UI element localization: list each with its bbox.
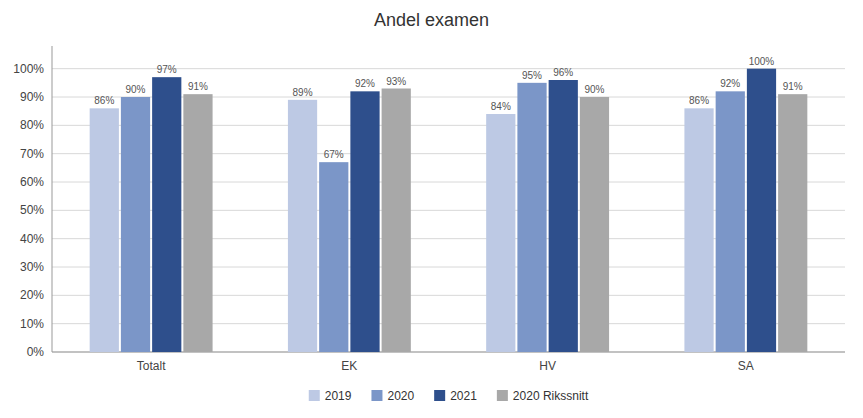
legend-label: 2020: [387, 389, 414, 403]
y-tick-label: 60%: [20, 175, 44, 189]
data-label: 95%: [522, 70, 542, 81]
y-tick-label: 90%: [20, 90, 44, 104]
data-label: 84%: [491, 101, 511, 112]
y-tick-label: 10%: [20, 317, 44, 331]
y-tick-label: 50%: [20, 203, 44, 217]
bar: [778, 94, 807, 352]
bar: [319, 162, 348, 352]
bar: [716, 91, 745, 352]
y-tick-label: 30%: [20, 260, 44, 274]
bar: [580, 97, 609, 352]
data-label: 90%: [126, 84, 146, 95]
bar: [288, 100, 317, 352]
data-label: 96%: [553, 67, 573, 78]
x-tick-label: Totalt: [137, 359, 166, 373]
bar: [121, 97, 150, 352]
y-tick-label: 0%: [27, 345, 45, 359]
legend-item: 2020 Rikssnitt: [497, 389, 589, 403]
y-tick-label: 100%: [13, 62, 44, 76]
data-label: 89%: [293, 87, 313, 98]
legend-label: 2019: [325, 389, 352, 403]
legend: 2019 2020 2021 2020 Rikssnitt: [309, 389, 589, 403]
x-tick-label: SA: [738, 359, 754, 373]
bar: [517, 83, 546, 352]
legend-swatch: [309, 390, 320, 401]
legend-swatch: [434, 390, 445, 401]
data-label: 86%: [94, 95, 114, 106]
grid: [52, 69, 845, 352]
legend-item: 2021: [434, 389, 477, 403]
bar: [152, 77, 181, 352]
bar: [486, 114, 515, 352]
bar: [183, 94, 212, 352]
data-label: 93%: [386, 76, 406, 87]
data-label: 100%: [749, 56, 775, 67]
y-tick-label: 80%: [20, 118, 44, 132]
title: Andel examen: [374, 10, 489, 30]
data-label: 92%: [720, 78, 740, 89]
x-tick-label: EK: [341, 359, 357, 373]
data-label: 67%: [324, 149, 344, 160]
x-tick-label: HV: [539, 359, 556, 373]
y-tick-label: 40%: [20, 232, 44, 246]
bar: [350, 91, 379, 352]
legend-swatch: [497, 390, 508, 401]
legend-swatch: [371, 390, 382, 401]
bar: [549, 80, 578, 352]
bar: [382, 89, 411, 353]
data-label: 91%: [188, 81, 208, 92]
data-label: 92%: [355, 78, 375, 89]
chart: Andel examen 0% 10% 20% 30% 40% 50% 60% 70% 80% 90…: [0, 0, 863, 418]
y-axis: [52, 46, 53, 352]
y-tick-label: 20%: [20, 288, 44, 302]
legend-label: 2020 Rikssnitt: [513, 389, 589, 403]
data-label: 90%: [584, 84, 604, 95]
data-label: 91%: [783, 81, 803, 92]
legend-item: 2019: [309, 389, 352, 403]
y-tick-label: 70%: [20, 147, 44, 161]
bar: [684, 108, 713, 352]
bar: [747, 69, 776, 352]
data-label: 86%: [689, 95, 709, 106]
legend-item: 2020: [371, 389, 414, 403]
data-labels: 86% 89% 84% 86% 90% 67% 95% 92% 97% 92% 96% 100% 91%…: [94, 56, 803, 161]
bar: [90, 108, 119, 352]
legend-label: 2021: [450, 389, 477, 403]
bars: [90, 69, 808, 352]
data-label: 97%: [157, 64, 177, 75]
